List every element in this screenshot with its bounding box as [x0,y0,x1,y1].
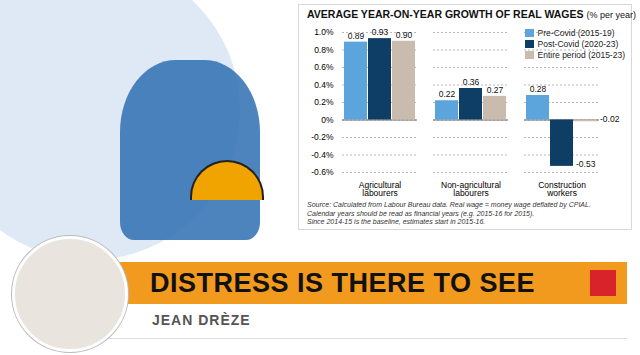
svg-text:0.2%: 0.2% [314,97,334,107]
svg-text:0.4%: 0.4% [314,80,334,90]
svg-text:-0.2%: -0.2% [311,132,334,142]
svg-text:-0.6%: -0.6% [311,167,334,177]
svg-text:0.36: 0.36 [463,77,480,87]
svg-text:0.6%: 0.6% [314,62,334,72]
html-text:JEAN DRÈZE: JEAN DRÈZE [152,312,251,328]
svg-text:0.22: 0.22 [439,89,456,99]
svg-text:0.28: 0.28 [530,84,547,94]
svg-text:-0.02: -0.02 [600,114,620,124]
html-text:AVERAGE YEAR-ON-YEAR GROWTH OF: AVERAGE YEAR-ON-YEAR GROWTH OF REAL WAGE… [307,8,636,20]
svg-text:Constructionworkers: Constructionworkers [538,180,586,199]
html-text:Calendar years should be read: Calendar years should be read as financi… [307,209,535,217]
svg-text:Agriculturallabourers: Agriculturallabourers [359,180,402,199]
svg-text:Non-agriculturallabourers: Non-agriculturallabourers [441,180,501,199]
svg-text:-0.53: -0.53 [576,159,596,169]
html-text:Post-Covid (2020-23): Post-Covid (2020-23) [537,39,619,49]
html-text:Entire period (2015-23): Entire period (2015-23) [537,50,625,60]
html-text:DISTRESS IS THERE TO SEE: DISTRESS IS THERE TO SEE [150,268,536,298]
svg-text:0.89: 0.89 [348,31,365,41]
svg-text:1.0%: 1.0% [314,27,334,37]
svg-text:-0.4%: -0.4% [311,150,334,160]
svg-text:0.8%: 0.8% [314,45,334,55]
svg-text:0.27: 0.27 [487,85,504,95]
svg-text:0%: 0% [321,115,334,125]
svg-text:0.93: 0.93 [372,27,389,37]
html-text:Source: Calculated from Labour: Source: Calculated from Labour Bureau da… [307,201,591,208]
html-text:Pre-Covid (2015-19): Pre-Covid (2015-19) [537,28,615,38]
svg-text:0.90: 0.90 [396,30,413,40]
html-text:Since 2014-15 is the baseline,: Since 2014-15 is the baseline, estimates… [307,218,486,225]
